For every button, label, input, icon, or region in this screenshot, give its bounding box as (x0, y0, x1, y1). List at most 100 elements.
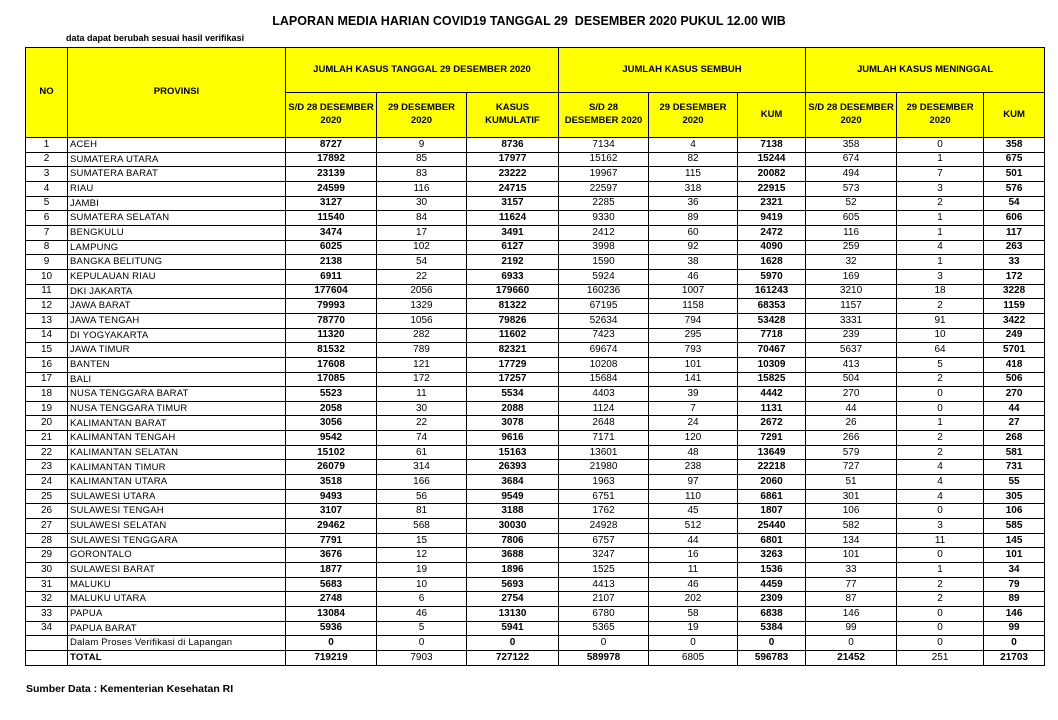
province-name: ACEH (67, 137, 286, 153)
row-number: 13 (25, 312, 68, 329)
value-cell: 25440 (737, 518, 807, 534)
value-cell: 301 (805, 488, 898, 505)
value-cell: 32 (805, 254, 898, 270)
row-number: 17 (25, 371, 68, 388)
value-cell: 18 (896, 283, 985, 300)
table-row: 31 MALUKU 5683 10 5693 4413 46 4459 77 2 79 (25, 576, 1046, 593)
value-cell: 5384 (737, 620, 807, 637)
value-cell: 7138 (737, 137, 807, 153)
value-cell: 2648 (558, 415, 650, 432)
value-cell: 251 (896, 649, 985, 666)
value-cell: 2 (896, 195, 985, 212)
table-row: 5 JAMBI 3127 30 3157 2285 36 2321 52 2 54 (25, 195, 1046, 212)
value-cell: 418 (983, 356, 1046, 373)
value-cell: 0 (737, 635, 807, 651)
value-cell: 81322 (465, 298, 560, 314)
value-cell: 6751 (558, 488, 650, 505)
province-name: RIAU (67, 180, 286, 197)
row-number: 5 (25, 195, 68, 212)
value-cell: 2748 (285, 591, 377, 607)
value-cell: 731 (983, 459, 1046, 476)
sub-header: 29 DESEMBER 2020 (376, 92, 467, 138)
province-name: PAPUA BARAT (67, 620, 286, 637)
value-cell: 305 (983, 488, 1046, 505)
table-row: 6 SUMATERA SELATAN 11540 84 11624 9330 89 9419 6… (25, 210, 1046, 226)
value-cell: 84 (376, 210, 467, 226)
value-cell: 21980 (558, 459, 650, 476)
value-cell: 504 (805, 371, 898, 388)
value-cell: 1 (896, 224, 985, 241)
value-cell: 1877 (285, 562, 377, 578)
report-title: LAPORAN MEDIA HARIAN COVID19 TANGGAL 29 … (272, 14, 786, 28)
value-cell: 506 (983, 371, 1046, 388)
province-name: JAWA TENGAH (67, 312, 286, 329)
table-row: 17 BALI 17085 172 17257 15684 141 15825 504 2 506 (25, 371, 1046, 388)
value-cell: 1807 (737, 503, 807, 520)
value-cell: 11 (896, 532, 985, 549)
value-cell: 4 (648, 137, 739, 153)
value-cell: 2285 (558, 195, 650, 212)
value-cell: 270 (805, 386, 898, 402)
table-row: 2 SUMATERA UTARA 17892 85 17977 15162 82 15244 6… (25, 151, 1046, 168)
value-cell: 44 (805, 400, 898, 417)
value-cell: 0 (896, 503, 985, 520)
value-cell: 1159 (983, 298, 1046, 314)
row-number: 26 (25, 503, 68, 520)
table-row: 9 BANGKA BELITUNG 2138 54 2192 1590 38 1628 32 1 3… (25, 254, 1046, 270)
value-cell: 92 (648, 239, 739, 256)
value-cell: 7718 (737, 327, 807, 344)
value-cell: 2058 (285, 400, 377, 417)
value-cell: 3188 (465, 503, 560, 520)
row-number: 21 (25, 430, 68, 446)
value-cell: 169 (805, 268, 898, 285)
value-cell: 30 (376, 400, 467, 417)
value-cell: 7423 (558, 327, 650, 344)
value-cell: 99 (805, 620, 898, 637)
value-cell: 2060 (737, 474, 807, 490)
value-cell: 674 (805, 151, 898, 168)
value-cell: 1131 (737, 400, 807, 417)
value-cell: 0 (896, 606, 985, 622)
row-number: 30 (25, 562, 68, 578)
value-cell: 134 (805, 532, 898, 549)
table-row: 23 KALIMANTAN TIMUR 26079 314 26393 21980 238 2… (25, 459, 1046, 476)
value-cell: 0 (896, 547, 985, 564)
value-cell: 5 (376, 620, 467, 637)
value-cell: 106 (805, 503, 898, 520)
value-cell: 0 (896, 137, 985, 153)
province-name: BALI (67, 371, 286, 388)
row-number: 32 (25, 591, 68, 607)
value-cell: 26393 (465, 459, 560, 476)
value-cell: 2192 (465, 254, 560, 270)
value-cell: 239 (805, 327, 898, 344)
value-cell: 3 (896, 180, 985, 197)
value-cell: 249 (983, 327, 1046, 344)
value-cell: 146 (983, 606, 1046, 622)
value-cell: 4 (896, 459, 985, 476)
value-cell: 22915 (737, 180, 807, 197)
row-number: 16 (25, 356, 68, 373)
value-cell: 4090 (737, 239, 807, 256)
value-cell: 318 (648, 180, 739, 197)
value-cell: 7171 (558, 430, 650, 446)
value-cell: 46 (648, 268, 739, 285)
value-cell: 358 (983, 137, 1046, 153)
value-cell: 7134 (558, 137, 650, 153)
value-cell: 81 (376, 503, 467, 520)
value-cell: 70467 (737, 342, 807, 358)
sub-header: KUM (983, 92, 1046, 138)
value-cell: 15163 (465, 444, 560, 461)
province-name: KALIMANTAN UTARA (67, 474, 286, 490)
value-cell: 53428 (737, 312, 807, 329)
value-cell: 15102 (285, 444, 377, 461)
value-cell: 2 (896, 430, 985, 446)
value-cell: 16 (648, 547, 739, 564)
table-row: 21 KALIMANTAN TENGAH 9542 74 9616 7171 120 7291… (25, 430, 1046, 446)
value-cell: 2 (896, 444, 985, 461)
row-number: 2 (25, 151, 68, 168)
row-number (25, 649, 68, 666)
value-cell: 44 (983, 400, 1046, 417)
value-cell: 605 (805, 210, 898, 226)
value-cell: 166 (376, 474, 467, 490)
